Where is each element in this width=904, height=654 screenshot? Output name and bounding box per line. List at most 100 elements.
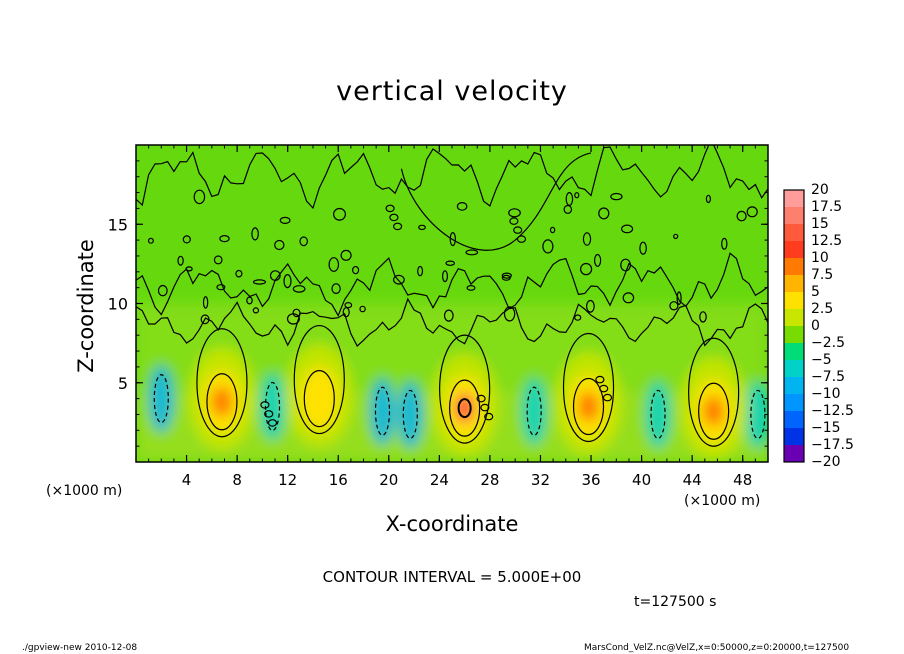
small-contour-loop	[359, 305, 366, 313]
colorbar-swatch	[784, 309, 804, 327]
zero-contour	[136, 297, 768, 347]
updraft-zero-contour	[688, 337, 740, 447]
downdraft-cell	[645, 380, 672, 449]
updraft-core	[703, 396, 724, 427]
x-tick-label: 28	[480, 471, 499, 489]
small-contour-loop	[593, 253, 602, 267]
downdraft-cell	[521, 377, 548, 446]
colorbar-swatch	[784, 275, 804, 293]
colorbar-label: 7.5	[811, 267, 834, 283]
small-contour-loop	[484, 412, 494, 421]
colorbar-swatch	[784, 326, 804, 344]
small-contour-loop	[610, 192, 623, 201]
updraft-5-contour	[572, 377, 605, 436]
zero-contour	[400, 152, 592, 251]
small-contour-loop	[292, 308, 301, 318]
small-contour-loop	[598, 207, 610, 220]
colorbar-frame	[783, 189, 805, 463]
colorbar-label: 17.5	[811, 199, 843, 215]
updraft-5-contour	[303, 370, 335, 428]
small-contour-loop	[269, 270, 281, 282]
small-contour-loop	[340, 249, 352, 261]
x-tick-label: 32	[531, 471, 550, 489]
colorbar-label: 15	[811, 216, 829, 232]
colorbar-swatch	[784, 411, 804, 429]
updraft-15-contour	[457, 398, 472, 419]
small-contour-loop	[279, 216, 291, 224]
colorbar-label: 0	[811, 318, 820, 334]
downdraft-contour	[153, 374, 169, 424]
colorbar-label: 12.5	[811, 233, 843, 249]
small-contour-loop	[328, 257, 340, 272]
small-contour-loop	[501, 274, 511, 281]
small-contour-loop	[185, 266, 193, 272]
y-tick-label: 10	[108, 295, 128, 314]
downdraft-contour	[526, 386, 542, 436]
small-contour-loop	[721, 237, 728, 250]
small-contour-loop	[216, 284, 226, 291]
small-contour-loop	[513, 226, 523, 234]
small-contour-loop	[157, 284, 168, 297]
colorbar-swatch	[784, 207, 804, 225]
colorbar-swatch	[784, 292, 804, 310]
small-contour-loop	[445, 260, 455, 266]
colorbar-swatch	[784, 377, 804, 395]
colorbar-label: −15	[811, 420, 841, 436]
field-anomalies	[136, 303, 768, 462]
colorbar-swatch	[784, 224, 804, 242]
small-contour-loop	[503, 306, 516, 322]
updraft-core	[211, 386, 232, 417]
small-contour-loop	[443, 309, 454, 322]
small-contour-loop	[283, 274, 292, 289]
small-contour-loop	[516, 235, 527, 243]
colorbar-label: −7.5	[811, 369, 845, 385]
zero-contour	[136, 145, 768, 210]
small-contour-loop	[620, 224, 634, 234]
small-contour-loop	[252, 307, 260, 314]
small-contour-loop	[563, 204, 573, 214]
downdraft-contour	[402, 389, 418, 440]
small-contour-loop	[292, 285, 306, 293]
small-contour-loop	[574, 192, 580, 199]
small-contour-loop	[331, 283, 341, 295]
small-contour-loop	[746, 206, 758, 218]
small-contour-loop	[147, 237, 154, 244]
small-contour-loop	[602, 393, 613, 402]
small-contour-loop	[274, 239, 285, 251]
small-contour-loop	[264, 410, 274, 418]
small-contour-loop	[333, 207, 347, 221]
colorbar-label: −12.5	[811, 403, 854, 419]
small-contour-loop	[466, 285, 476, 291]
colorbar-label: −5	[811, 352, 832, 368]
small-contour-loop	[235, 269, 243, 278]
colorbar-swatch	[784, 343, 804, 361]
small-contour-loop	[417, 265, 424, 277]
footer-left: ./gpview-new 2010-12-08	[22, 643, 138, 653]
colorbar-swatch	[784, 360, 804, 378]
small-contour-loop	[673, 233, 679, 240]
small-contour-loop	[699, 311, 707, 323]
small-contour-loop	[418, 224, 426, 231]
x-tick-label: 44	[683, 471, 702, 489]
small-contour-loop	[508, 208, 521, 218]
colorbar-label: 20	[811, 182, 829, 198]
updraft-core	[578, 391, 599, 422]
small-contour-loop	[639, 241, 647, 255]
small-contour-loop	[219, 235, 230, 243]
contour-interval-text: CONTOUR INTERVAL = 5.000E+00	[322, 568, 582, 586]
colorbar-swatch	[784, 190, 804, 208]
x-tick-label: 4	[182, 471, 192, 489]
updraft-zero-contour	[562, 332, 615, 443]
colorbar-swatch	[784, 394, 804, 412]
colorbar-label: 5	[811, 284, 820, 300]
small-contour-loop	[393, 222, 403, 231]
x-tick-label: 8	[232, 471, 242, 489]
small-contour-loop	[449, 232, 456, 247]
small-contour-loop	[509, 217, 519, 225]
colorbar-swatch	[784, 258, 804, 276]
small-contour-loop	[620, 258, 631, 272]
small-contour-loop	[442, 270, 449, 283]
x-axis-label: X-coordinate	[385, 512, 519, 536]
small-contour-loop	[299, 236, 309, 247]
